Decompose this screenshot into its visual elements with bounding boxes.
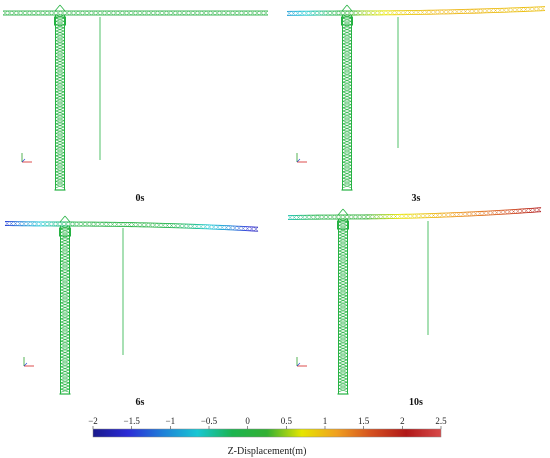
colorbar-tick-label: 0.5 xyxy=(281,416,293,426)
crane-jib xyxy=(2,10,269,16)
colorbar-tick-label: 1 xyxy=(323,416,328,426)
crane-panel-6s xyxy=(4,215,259,395)
colorbar-gradient xyxy=(92,428,442,438)
axis-triad-icon xyxy=(296,357,307,367)
colorbar-ticks: −2 −1.5 −1 −0.5 0 0.5 1 1.5 2 2.5 xyxy=(88,416,447,429)
crane-panel-10s xyxy=(287,207,542,395)
crane-tower xyxy=(59,225,71,395)
axis-triad-icon xyxy=(23,357,34,367)
crane-cab xyxy=(341,16,353,26)
panel-label-0s: 0s xyxy=(136,193,145,204)
colorbar-tick-label: −0.5 xyxy=(201,416,218,426)
colorbar-tick-label: −2 xyxy=(88,416,98,426)
panels-group xyxy=(2,4,546,395)
colorbar: −2 −1.5 −1 −0.5 0 0.5 1 1.5 2 2.5 Z-Displacement(… xyxy=(88,416,447,457)
crane-jib xyxy=(4,221,259,232)
axis-triad-icon xyxy=(296,153,307,163)
colorbar-tick-label: −1 xyxy=(166,416,176,426)
crane-jib xyxy=(286,6,546,16)
colorbar-tick-label: −1.5 xyxy=(124,416,141,426)
crane-jib xyxy=(287,207,542,221)
crane-panel-3s xyxy=(286,4,546,191)
colorbar-tick-label: 1.5 xyxy=(358,416,370,426)
colorbar-tick-label: 2 xyxy=(400,416,405,426)
crane-cab xyxy=(337,220,349,230)
crane-tower xyxy=(54,14,66,191)
crane-cab xyxy=(59,227,71,237)
colorbar-title: Z-Displacement(m) xyxy=(228,446,307,457)
crane-cab xyxy=(54,16,66,26)
panel-label-6s: 6s xyxy=(136,397,145,408)
crane-panel-0s xyxy=(2,4,269,191)
panel-label-3s: 3s xyxy=(412,193,421,204)
panel-label-10s: 10s xyxy=(409,397,423,408)
axis-triad-icon xyxy=(21,153,32,163)
crane-tower xyxy=(341,14,353,191)
colorbar-tick-label: 2.5 xyxy=(435,416,447,426)
colorbar-tick-label: 0 xyxy=(245,416,250,426)
crane-tower xyxy=(337,218,349,395)
